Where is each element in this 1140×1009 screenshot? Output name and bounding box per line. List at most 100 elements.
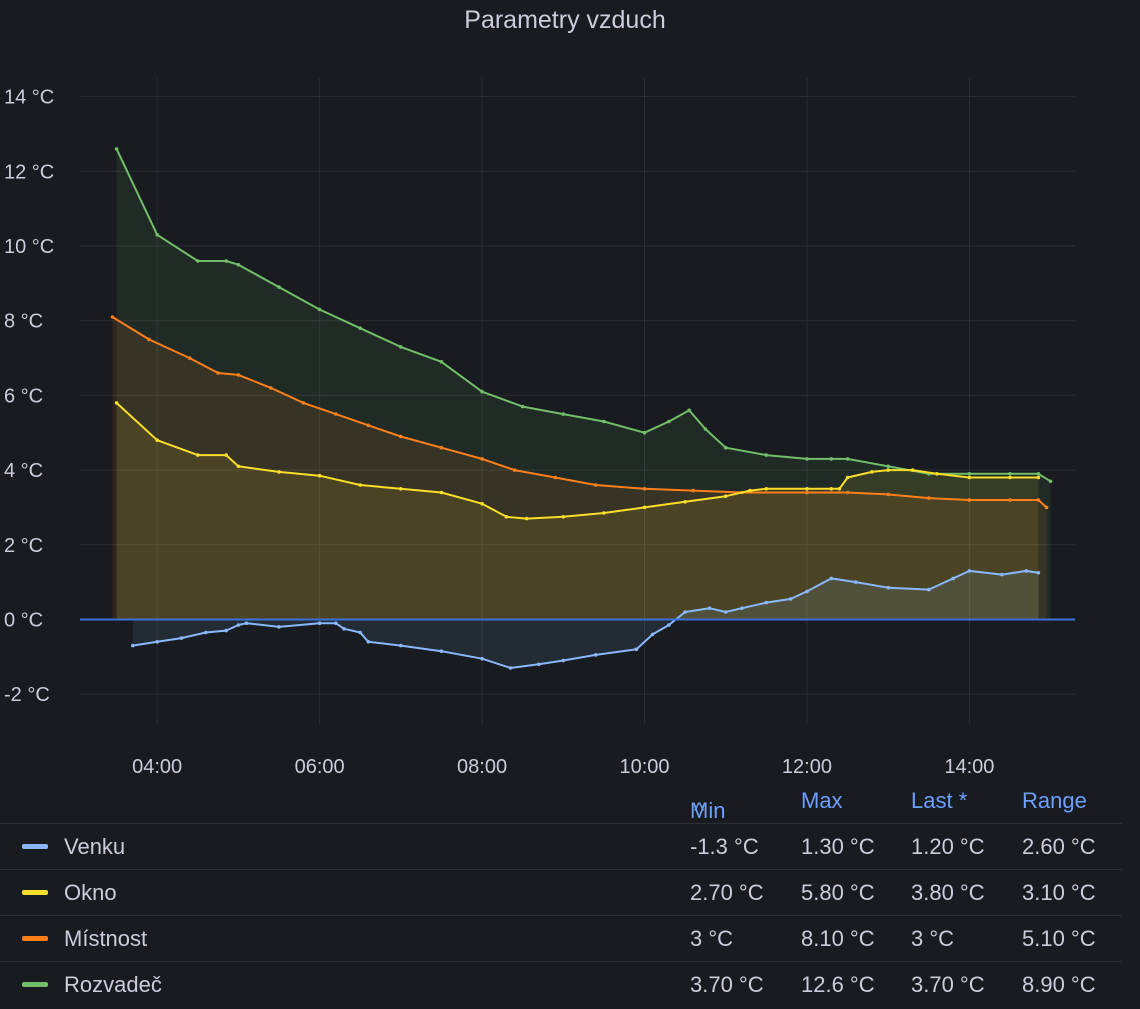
sort-ascending-icon: ^ [694, 798, 705, 823]
legend-value-last: 3.70 °C [911, 972, 985, 997]
legend-series-name[interactable]: Venku [64, 834, 126, 859]
legend-row-rozvadec[interactable]: Rozvadeč 3.70 °C 12.6 °C 3.70 °C 8.90 °C [0, 961, 1122, 1007]
data-point-rozvade- [480, 389, 484, 394]
data-point-okno [114, 401, 119, 405]
series-color-swatch[interactable] [22, 936, 48, 941]
time-series-chart[interactable]: 14 °C 12 °C 10 °C 8 °C 6 °C 4 °C 2 °C 0 °C -2 °C… [0, 0, 1140, 780]
x-tick-label: 08:00 [457, 756, 507, 778]
data-point-rozvade- [224, 259, 228, 263]
data-point-rozvade- [399, 345, 403, 349]
data-point-m-stnost [1036, 498, 1041, 502]
data-point-rozvade- [155, 233, 159, 237]
legend-table: Min ^ Max Last * Range Venku -1.3 °C 1.30… [0, 778, 1122, 1007]
data-point-m-stnost [110, 315, 115, 319]
data-point-venku [224, 628, 228, 633]
data-point-okno [399, 487, 403, 491]
data-point-rozvade- [439, 360, 444, 364]
y-tick-label: 4 °C [4, 460, 43, 482]
data-point-rozvade- [114, 147, 119, 151]
series-color-swatch[interactable] [22, 844, 48, 849]
data-point-venku [650, 632, 655, 637]
data-point-venku [179, 636, 184, 640]
data-point-m-stnost [216, 371, 220, 375]
series-color-swatch[interactable] [22, 890, 48, 895]
legend-value-min: -1.3 °C [690, 834, 759, 859]
data-point-m-stnost [845, 490, 850, 495]
series-areas [112, 148, 1051, 668]
data-point-rozvade- [196, 259, 200, 263]
data-point-okno [723, 494, 728, 499]
data-point-okno [358, 483, 363, 487]
data-point-venku [334, 621, 338, 625]
data-point-rozvade- [845, 457, 850, 461]
data-point-okno [935, 472, 939, 476]
legend-series-name[interactable]: Okno [64, 880, 117, 905]
data-point-venku [366, 640, 371, 644]
data-point-rozvade- [1036, 472, 1041, 476]
data-point-m-stnost [399, 434, 403, 439]
legend-value-min: 3.70 °C [690, 972, 764, 997]
data-point-venku [155, 640, 159, 644]
data-point-venku [204, 630, 208, 635]
legend-header-max[interactable]: Max [801, 788, 843, 813]
legend-row-okno[interactable]: Okno 2.70 °C 5.80 °C 3.80 °C 3.10 °C [0, 869, 1122, 915]
data-point-m-stnost [886, 492, 890, 497]
data-point-rozvade- [561, 412, 566, 416]
series-color-swatch[interactable] [22, 982, 48, 987]
x-tick-label: 14:00 [944, 756, 994, 778]
data-point-rozvade- [520, 404, 525, 409]
data-point-venku [829, 576, 834, 581]
data-point-okno [224, 453, 228, 457]
data-point-m-stnost [927, 496, 931, 500]
data-point-venku [667, 623, 671, 627]
y-tick-label: 12 °C [4, 161, 54, 183]
series-area-okno [116, 402, 1039, 620]
data-point-okno [910, 468, 915, 472]
y-tick-label: -2 °C [4, 684, 50, 706]
data-point-okno [480, 501, 484, 506]
data-point-rozvade- [602, 419, 606, 424]
legend-series-name[interactable]: Rozvadeč [64, 972, 162, 997]
data-point-venku [244, 621, 249, 625]
data-point-rozvade- [723, 445, 728, 450]
legend-value-min: 2.70 °C [690, 880, 764, 905]
data-point-rozvade- [1048, 479, 1053, 484]
series-lines [80, 147, 1075, 670]
data-point-venku [764, 600, 769, 605]
legend-value-max: 5.80 °C [801, 880, 875, 905]
data-point-rozvade- [829, 457, 834, 461]
data-point-rozvade- [764, 453, 769, 457]
legend-series-name[interactable]: Místnost [64, 926, 148, 951]
chart-grid [80, 78, 1075, 724]
data-point-okno [439, 490, 444, 495]
data-point-okno [561, 515, 566, 519]
legend-row-mistnost[interactable]: Místnost 3 °C 8.10 °C 3 °C 5.10 °C [0, 915, 1122, 961]
data-point-okno [683, 500, 687, 504]
legend-value-range: 3.10 °C [1022, 880, 1096, 905]
data-point-venku [967, 569, 972, 573]
data-point-m-stnost [691, 488, 695, 493]
panel-title[interactable]: Parametry vzduch [464, 6, 666, 34]
legend-value-range: 5.10 °C [1022, 926, 1096, 951]
data-point-m-stnost [594, 483, 598, 487]
data-point-m-stnost [1008, 498, 1012, 502]
data-point-okno [805, 487, 809, 491]
legend-header-last[interactable]: Last * [911, 788, 968, 813]
data-point-okno [829, 487, 834, 491]
legend-value-range: 2.60 °C [1022, 834, 1096, 859]
legend-value-range: 8.90 °C [1022, 972, 1096, 997]
data-point-okno [317, 473, 322, 478]
data-point-m-stnost [187, 356, 192, 360]
legend-row-venku[interactable]: Venku -1.3 °C 1.30 °C 1.20 °C 2.60 °C [0, 823, 1122, 869]
x-tick-label: 10:00 [619, 756, 669, 778]
legend-header-range[interactable]: Range [1022, 788, 1087, 813]
legend-value-min: 3 °C [690, 926, 734, 951]
legend-value-max: 12.6 °C [801, 972, 875, 997]
data-point-okno [236, 464, 241, 469]
data-point-m-stnost [301, 401, 306, 405]
data-point-rozvade- [317, 307, 322, 312]
data-point-okno [764, 487, 769, 491]
y-tick-label: 6 °C [4, 385, 43, 407]
data-point-venku [1024, 569, 1029, 573]
y-tick-label: 2 °C [4, 535, 43, 557]
